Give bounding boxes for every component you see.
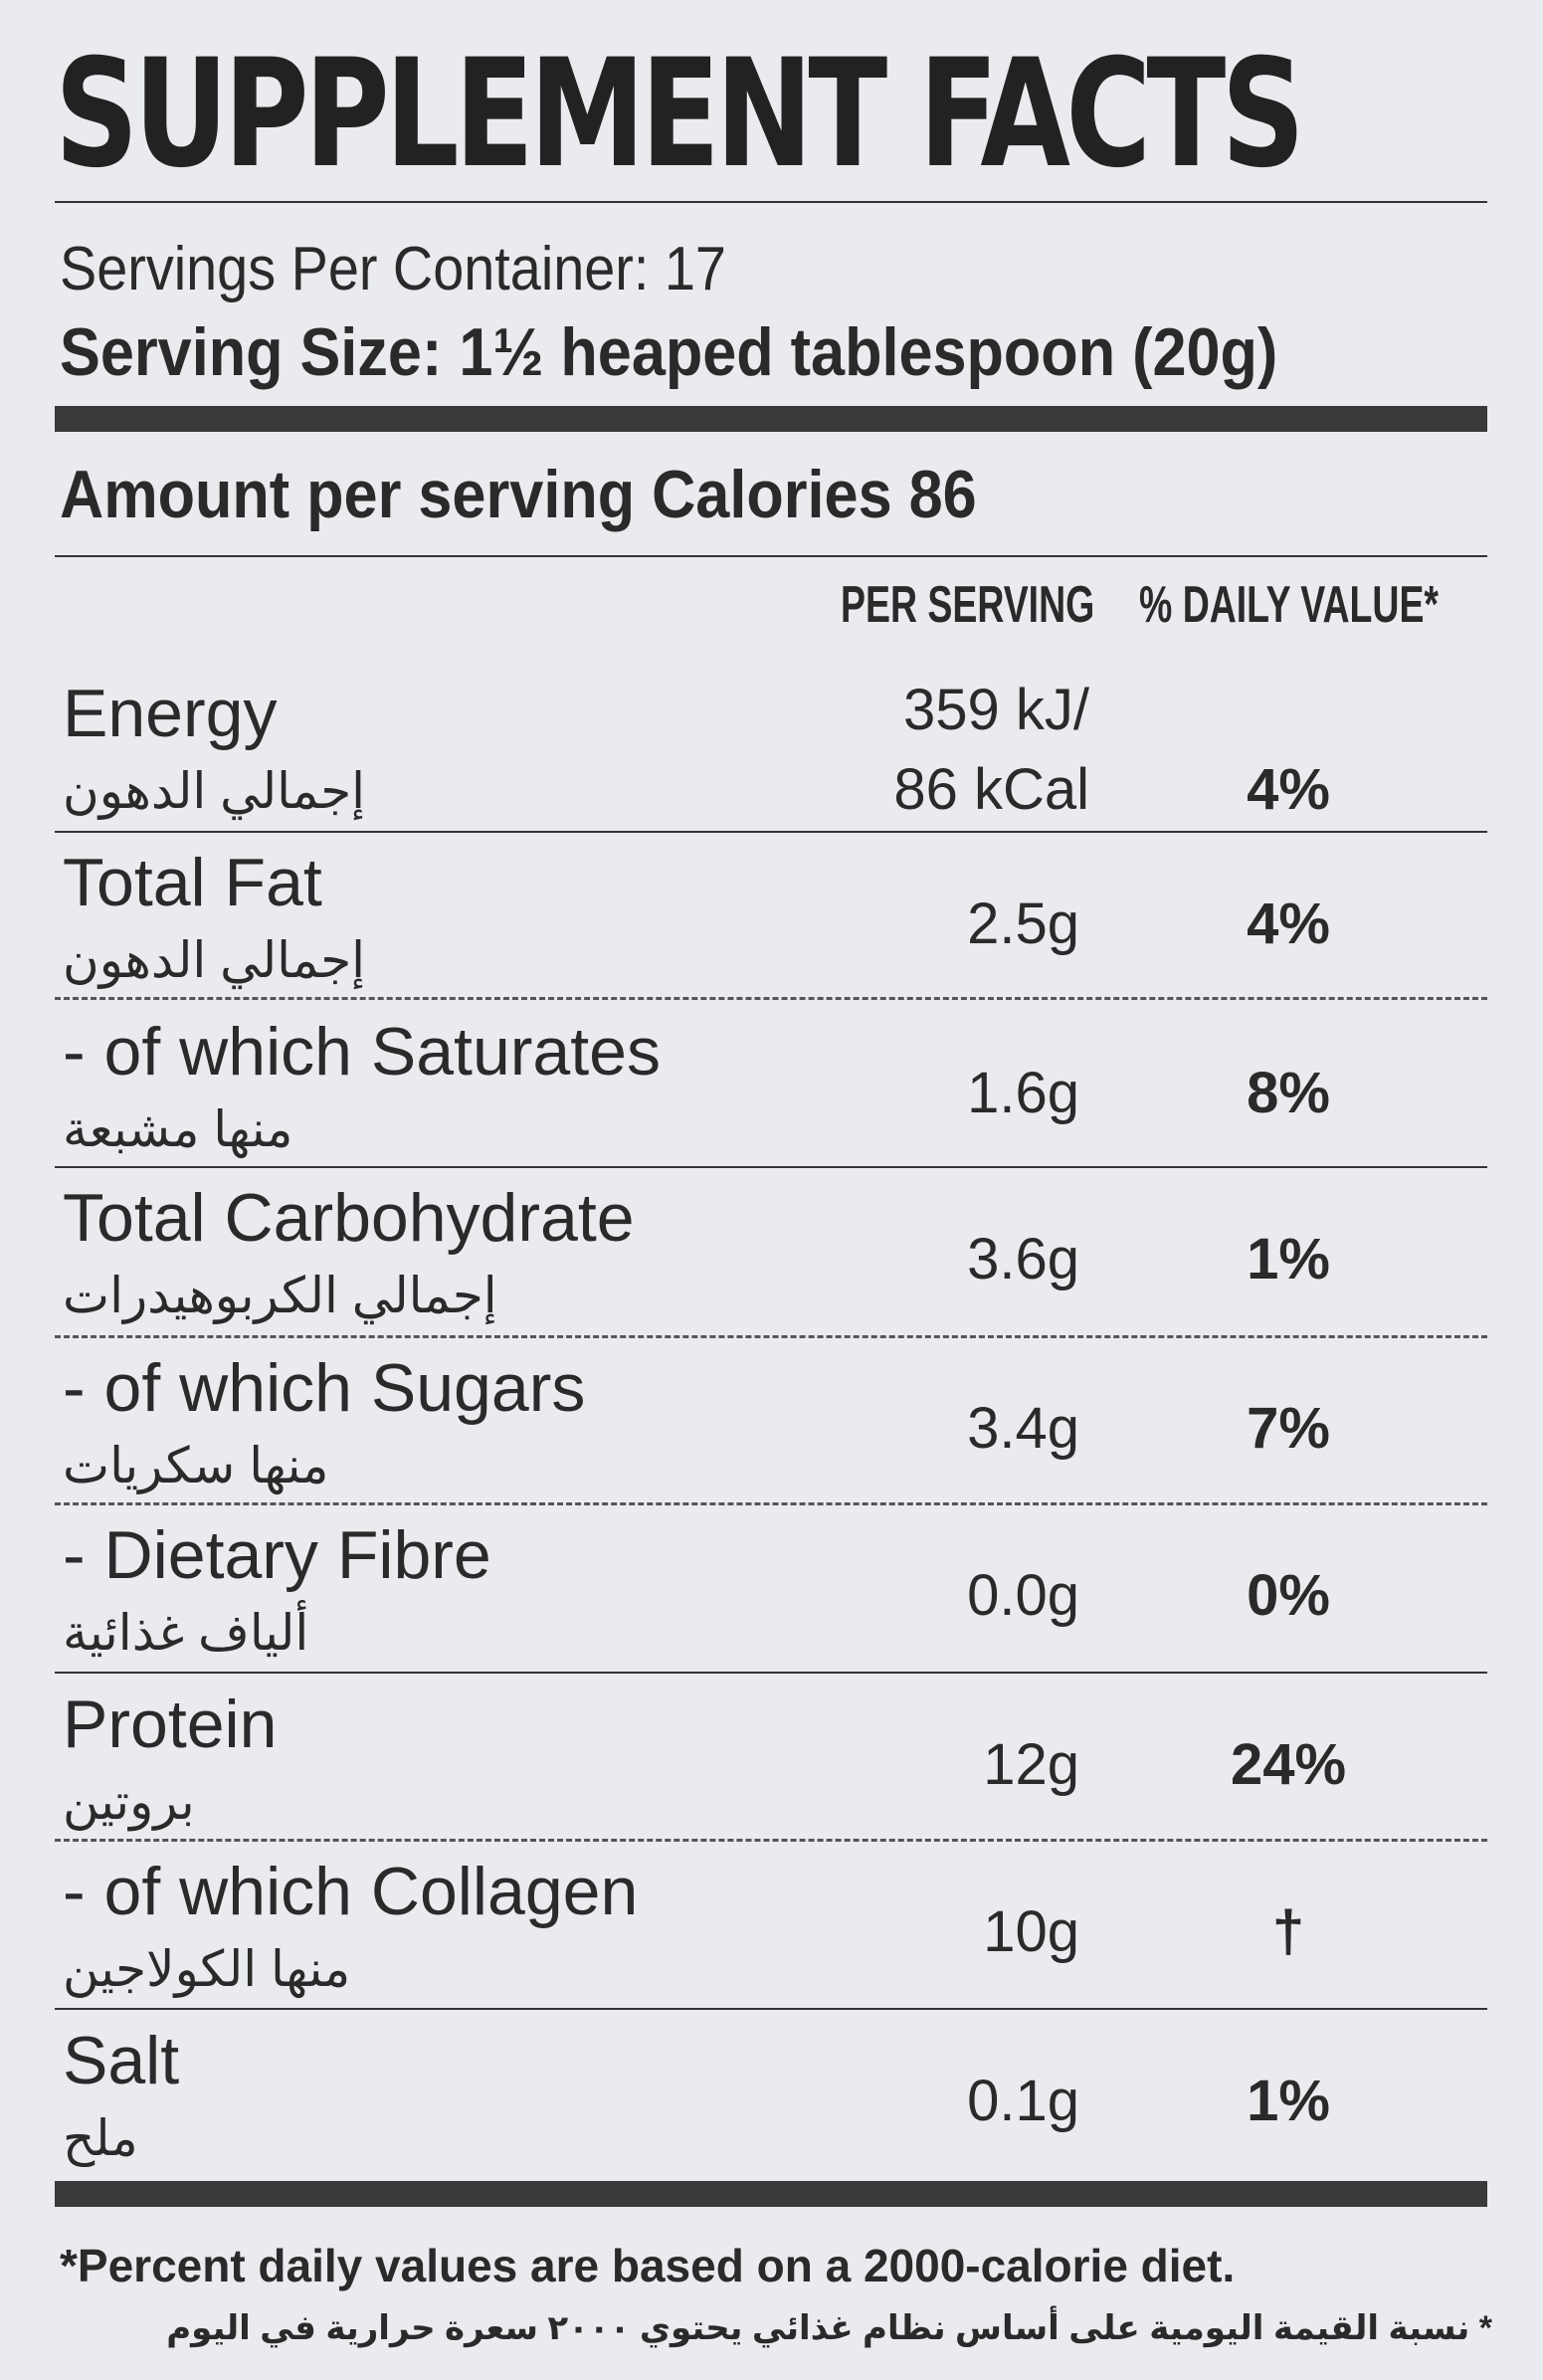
serving-size: Serving Size: 1½ heaped tablespoon (20g) xyxy=(60,314,1278,390)
divider xyxy=(55,555,1487,557)
nutrient-name-arabic: ألياف غذائية xyxy=(63,1605,309,1661)
nutrient-name-arabic: منها الكولاجين xyxy=(63,1941,351,1997)
row-divider xyxy=(55,1502,1487,1505)
per-serving-value: 12g xyxy=(983,1732,1079,1797)
per-serving-value: 3.6g xyxy=(967,1227,1079,1291)
thick-divider xyxy=(55,406,1487,432)
row-divider xyxy=(55,1335,1487,1338)
supplement-facts-panel: SUPPLEMENT FACTS Servings Per Container:… xyxy=(55,28,1492,2348)
nutrient-name: - of which Collagen xyxy=(63,1854,639,1929)
row-divider xyxy=(55,1672,1487,1674)
nutrient-name-arabic: ملح xyxy=(63,2110,138,2166)
per-serving-value: 10g xyxy=(983,1899,1079,1964)
row-divider xyxy=(55,1839,1487,1842)
row-divider xyxy=(55,997,1487,1000)
daily-value: † xyxy=(1271,1899,1305,1964)
nutrient-name-arabic: إجمالي الدهون xyxy=(63,932,366,988)
servings-per-container: Servings Per Container: 17 xyxy=(60,235,726,303)
nutrient-name-arabic: منها سكريات xyxy=(63,1438,329,1493)
daily-value: 8% xyxy=(1247,1061,1330,1125)
per-serving-value: 1.6g xyxy=(967,1061,1079,1125)
nutrient-name: - of which Saturates xyxy=(63,1014,661,1090)
nutrient-name: - Dietary Fibre xyxy=(63,1517,491,1593)
daily-value: 4% xyxy=(1247,757,1330,822)
daily-value: 24% xyxy=(1230,1732,1347,1797)
daily-value: 1% xyxy=(1247,1227,1330,1291)
nutrient-name-arabic: بروتين xyxy=(63,1774,195,1830)
nutrient-name: - of which Sugars xyxy=(63,1350,586,1426)
row-divider xyxy=(55,1166,1487,1168)
per-serving-value: 359 kJ/ xyxy=(903,678,1089,742)
nutrient-name-arabic: إجمالي الكربوهيدرات xyxy=(63,1268,497,1323)
per-serving-value: 0.1g xyxy=(967,2069,1079,2133)
nutrient-name: Total Carbohydrate xyxy=(63,1180,635,1256)
nutrient-name: Protein xyxy=(63,1686,278,1762)
per-serving-value: 3.4g xyxy=(967,1396,1079,1461)
per-serving-value: 86 kCal xyxy=(893,757,1089,822)
divider xyxy=(55,201,1487,203)
daily-value: 4% xyxy=(1247,892,1330,956)
daily-value: 7% xyxy=(1247,1396,1330,1461)
thick-divider xyxy=(55,2181,1487,2207)
per-serving-value: 0.0g xyxy=(967,1563,1079,1628)
amount-per-serving: Amount per serving Calories 86 xyxy=(60,457,977,532)
footnote-arabic: * نسبة القيمة اليومية على أساس نظام غذائ… xyxy=(166,2309,1492,2347)
nutrient-name: Total Fat xyxy=(63,845,322,920)
panel-title: SUPPLEMENT FACTS xyxy=(55,28,1305,201)
column-header-daily-value: % DAILY VALUE* xyxy=(1139,576,1439,634)
footnote-english: *Percent daily values are based on a 200… xyxy=(60,2240,1236,2291)
nutrient-name: Salt xyxy=(63,2023,180,2098)
nutrient-name-arabic: إجمالي الدهون xyxy=(63,763,366,819)
row-divider xyxy=(55,2008,1487,2010)
daily-value: 1% xyxy=(1247,2069,1330,2133)
nutrient-name-arabic: منها مشبعة xyxy=(63,1101,293,1157)
column-header-per-serving: PER SERVING xyxy=(841,576,1095,634)
nutrient-name: Energy xyxy=(63,676,278,751)
per-serving-value: 2.5g xyxy=(967,892,1079,956)
row-divider xyxy=(55,831,1487,833)
daily-value: 0% xyxy=(1247,1563,1330,1628)
